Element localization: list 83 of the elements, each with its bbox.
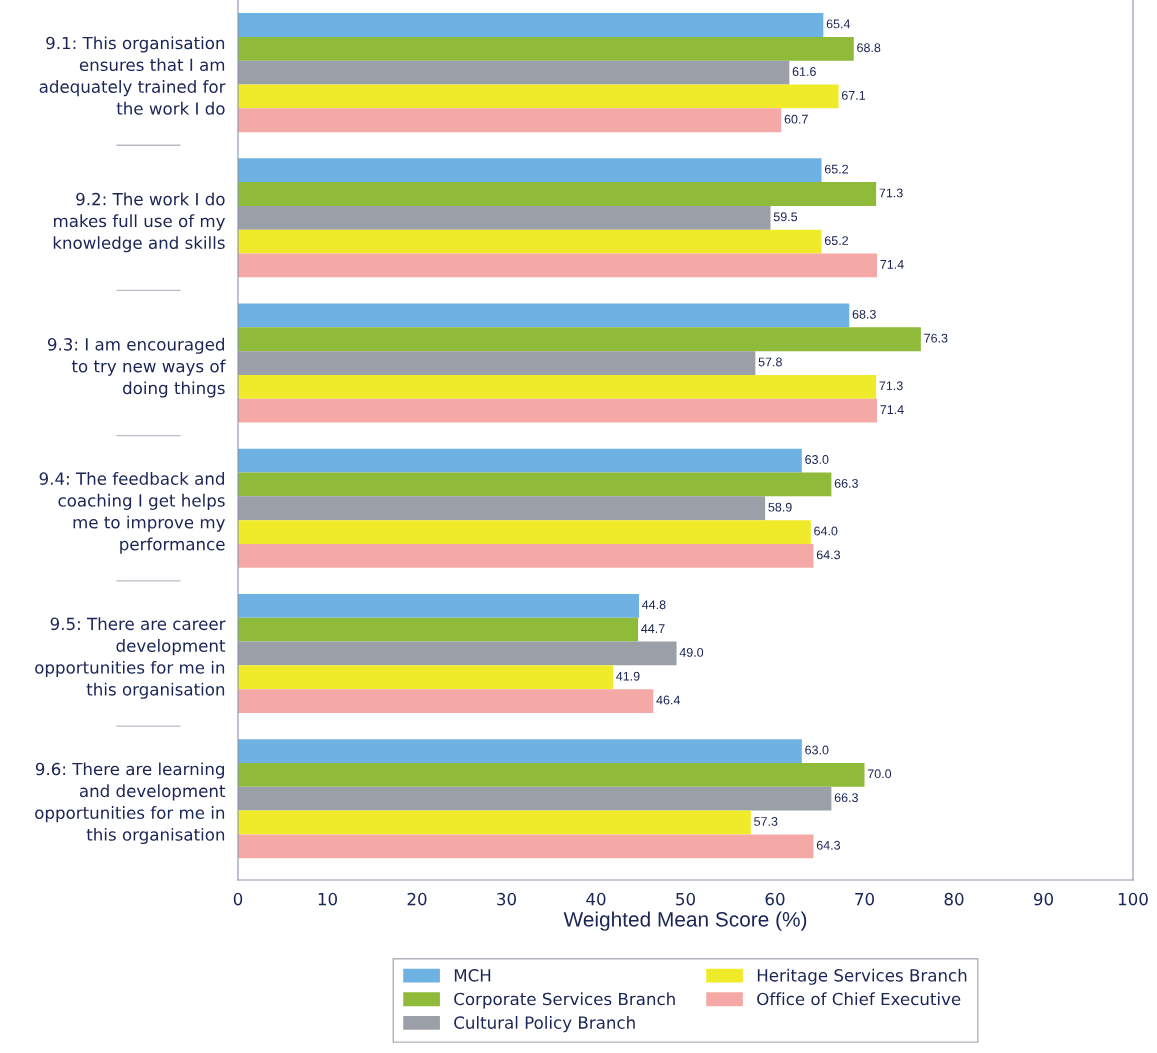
bar bbox=[238, 786, 832, 811]
bar bbox=[238, 593, 639, 618]
data-label: 71.3 bbox=[879, 188, 903, 198]
x-tick-label: 50 bbox=[676, 892, 695, 906]
bar bbox=[238, 617, 639, 642]
bar bbox=[238, 398, 878, 423]
x-tick-label: 80 bbox=[944, 892, 964, 906]
data-label: 59.5 bbox=[773, 212, 798, 222]
data-label: 63.0 bbox=[805, 455, 829, 464]
data-label: 68.3 bbox=[852, 309, 876, 319]
x-tick-label: 20 bbox=[407, 892, 427, 906]
bar bbox=[238, 665, 614, 690]
bar bbox=[238, 327, 921, 352]
data-label: 67.1 bbox=[841, 90, 866, 100]
x-tick-label: 30 bbox=[497, 892, 516, 906]
bar bbox=[238, 689, 654, 713]
bar bbox=[238, 641, 677, 666]
bar bbox=[238, 229, 822, 254]
bar bbox=[238, 374, 877, 399]
x-axis-title: Weighted Mean Score (%) bbox=[563, 911, 807, 931]
data-label: 66.3 bbox=[834, 793, 858, 803]
y-tick-label: 9.4: The feedback and coaching I get helps me to improve my performance bbox=[39, 472, 225, 554]
data-label: 65.2 bbox=[824, 164, 849, 174]
x-tick-label: 90 bbox=[1033, 892, 1053, 906]
data-label: 66.3 bbox=[834, 478, 858, 488]
legend-label: Corporate Services Branch bbox=[454, 992, 675, 1009]
bar bbox=[238, 496, 766, 521]
data-label: 44.7 bbox=[641, 624, 665, 633]
y-tick-label: 9.2: The work I do makes full use of my knowledge and skills bbox=[53, 192, 226, 253]
data-label: 70.0 bbox=[867, 769, 892, 779]
y-tick-label: 9.1: This organisation ensures that I am adequately trained for the work I do bbox=[39, 36, 226, 115]
bar bbox=[238, 36, 854, 61]
bar bbox=[238, 108, 782, 133]
bar bbox=[238, 448, 802, 473]
data-label: 49.0 bbox=[679, 647, 704, 657]
data-label: 71.4 bbox=[880, 405, 904, 414]
x-tick-label: 100 bbox=[1118, 892, 1148, 906]
data-label: 65.4 bbox=[826, 19, 851, 29]
bar bbox=[238, 303, 850, 328]
data-label: 58.9 bbox=[768, 502, 792, 512]
bar bbox=[238, 13, 824, 37]
data-label: 64.0 bbox=[814, 526, 838, 536]
x-tick-label: 0 bbox=[233, 892, 243, 906]
bar bbox=[238, 472, 832, 497]
y-tick-label: 9.6: There are learning and development opportunities for me in this organisation bbox=[35, 762, 226, 845]
y-tick-label: 9.3: I am encouraged to try new ways of doing things bbox=[47, 337, 226, 398]
data-label: 61.6 bbox=[792, 67, 816, 76]
bar bbox=[238, 810, 751, 835]
data-label: 41.9 bbox=[616, 671, 640, 681]
bar bbox=[238, 543, 814, 568]
bar bbox=[238, 158, 822, 183]
data-label: 44.8 bbox=[642, 600, 666, 610]
data-label: 64.3 bbox=[816, 550, 841, 560]
legend-label: Heritage Services Branch bbox=[757, 968, 967, 985]
data-label: 57.8 bbox=[758, 357, 782, 367]
legend-label: MCH bbox=[454, 969, 491, 982]
x-tick-label: 60 bbox=[765, 892, 785, 906]
x-tick-label: 40 bbox=[586, 892, 606, 906]
bar bbox=[238, 84, 839, 109]
data-label: 64.3 bbox=[816, 840, 841, 850]
data-label: 46.4 bbox=[656, 695, 681, 705]
bar bbox=[238, 520, 811, 544]
legend-label: Cultural Policy Branch bbox=[454, 1016, 635, 1033]
bar bbox=[238, 351, 756, 375]
data-label: 63.0 bbox=[805, 745, 829, 755]
bar bbox=[238, 762, 865, 787]
bar bbox=[238, 205, 771, 230]
data-label: 57.3 bbox=[754, 817, 778, 826]
data-label: 68.8 bbox=[857, 43, 881, 53]
bar bbox=[238, 182, 877, 206]
data-label: 71.4 bbox=[880, 260, 904, 269]
bar bbox=[238, 834, 814, 859]
bar bbox=[238, 253, 878, 278]
bar bbox=[238, 60, 790, 85]
legend-label: Office of Chief Executive bbox=[757, 992, 961, 1006]
data-label: 60.7 bbox=[784, 114, 808, 124]
y-tick-label: 9.5: There are career development opportunities for me in this organisation bbox=[35, 617, 226, 699]
data-label: 65.2 bbox=[824, 236, 849, 245]
data-label: 76.3 bbox=[924, 333, 948, 343]
x-tick-label: 70 bbox=[855, 892, 874, 906]
x-tick-label: 10 bbox=[318, 892, 337, 906]
bar bbox=[238, 739, 802, 763]
data-label: 71.3 bbox=[879, 381, 903, 391]
